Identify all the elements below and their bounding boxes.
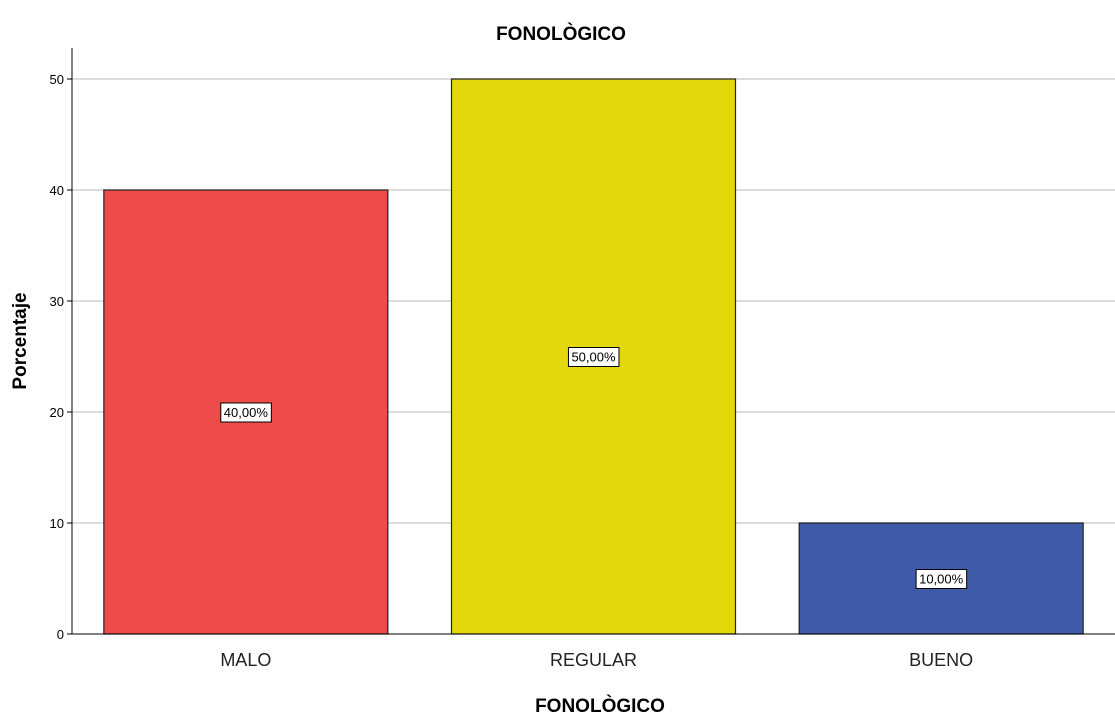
data-label: 40,00%: [220, 402, 272, 423]
data-label-box: [915, 569, 968, 589]
chart-title: FONOLÒGICO: [496, 23, 626, 45]
x-axis-ticks: MALO REGULAR BUENO: [220, 650, 973, 670]
bars: [103, 78, 1084, 635]
data-label-box: [220, 402, 272, 423]
y-axis-ticks: 0 10 20 30 40 50: [50, 72, 72, 642]
data-label: 50,00%: [567, 347, 620, 367]
y-axis-title: Porcentaje: [10, 292, 31, 389]
data-label-box: [567, 347, 620, 367]
x-tick-label: MALO: [220, 650, 271, 670]
x-tick-label: BUENO: [909, 650, 973, 670]
y-tick-label: 10: [50, 516, 64, 531]
x-tick-label: REGULAR: [550, 650, 637, 670]
y-tick-label: 20: [50, 405, 64, 420]
y-tick-label: 50: [50, 72, 64, 87]
data-label: 10,00%: [915, 569, 968, 589]
y-tick-label: 40: [50, 183, 64, 198]
data-label-text: 50,00%: [571, 350, 616, 365]
x-axis-title: FONOLÒGICO: [535, 695, 665, 713]
data-label-text: 40,00%: [224, 405, 269, 420]
data-label-text: 10,00%: [919, 572, 964, 587]
y-tick-label: 30: [50, 294, 64, 309]
data-labels: 40,00% 50,00% 10,00%: [220, 347, 968, 589]
y-tick-label: 0: [57, 627, 64, 642]
